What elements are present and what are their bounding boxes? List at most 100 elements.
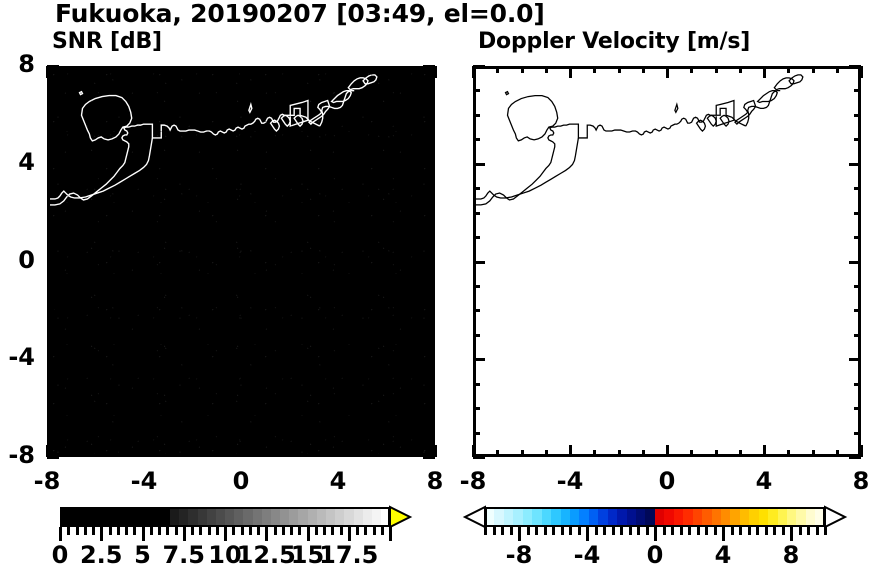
colorbar-tick [348, 527, 351, 541]
colorbar-segment [151, 507, 161, 527]
colorbar-tick [807, 527, 810, 535]
axis-tick [836, 66, 839, 73]
axis-tick [337, 66, 340, 78]
colorbar-tick [298, 527, 301, 535]
axis-tick [428, 285, 435, 288]
axis-tick-label: -8 [33, 467, 61, 495]
colorbar-tick [331, 527, 334, 535]
axis-tick [690, 450, 693, 457]
axis-tick [167, 66, 170, 73]
axis-tick [216, 450, 219, 457]
colorbar-segment [720, 507, 731, 527]
colorbar-tick [356, 527, 359, 535]
axis-tick [473, 89, 480, 92]
colorbar-tick [257, 527, 260, 535]
colorbar-segment [142, 507, 152, 527]
colorbar-tick [274, 527, 277, 535]
colorbar-segment [805, 507, 816, 527]
axis-tick [47, 358, 59, 361]
colorbar-tick [117, 527, 120, 535]
colorbar-segment [683, 507, 693, 527]
colorbar-tick [680, 527, 683, 535]
colorbar-tick [484, 527, 487, 535]
colorbar-tick [569, 527, 572, 535]
colorbar-tick [216, 527, 219, 535]
colorbar-segment [133, 507, 143, 527]
colorbar-tick [646, 527, 649, 535]
axis-tick [428, 236, 435, 239]
colorbar-tick [208, 527, 211, 535]
colorbar-tick [578, 527, 581, 535]
axis-tick [642, 450, 645, 457]
axis-tick [47, 456, 59, 459]
axis-tick [95, 450, 98, 457]
colorbar-tick [150, 527, 153, 535]
axis-tick [47, 187, 54, 190]
colorbar-tick [191, 527, 194, 535]
axis-tick [361, 450, 364, 457]
colorbar-tick [527, 527, 530, 535]
colorbar-segment [298, 507, 308, 527]
colorbar-segment [739, 507, 750, 527]
colorbar-segment [626, 507, 636, 527]
axis-tick [618, 450, 621, 457]
colorbar-tick [100, 527, 103, 541]
axis-tick [216, 66, 219, 73]
axis-tick [739, 450, 742, 457]
colorbar-segment [280, 507, 290, 527]
axis-tick [715, 66, 718, 73]
colorbar-tick [612, 527, 615, 535]
axis-tick [264, 66, 267, 73]
panel-title-snr: SNR [dB] [52, 29, 162, 54]
axis-tick [386, 66, 389, 73]
axis-tick [593, 450, 596, 457]
axis-tick-label: 4 [755, 467, 773, 495]
axis-tick [854, 187, 861, 190]
axis-tick [715, 450, 718, 457]
axis-tick [849, 261, 861, 264]
colorbar-tick [142, 527, 145, 541]
axis-tick [473, 187, 480, 190]
colorbar-tick [249, 527, 252, 535]
axis-tick [473, 138, 480, 141]
colorbar-segment [485, 507, 495, 527]
colorbar-tick [133, 527, 136, 535]
colorbar-segment [289, 507, 299, 527]
axis-tick [739, 66, 742, 73]
axis-tick [473, 456, 485, 459]
colorbar-segment [645, 507, 655, 527]
colorbar-tick [663, 527, 666, 535]
axis-tick [666, 445, 669, 457]
colorbar-tick [518, 527, 521, 541]
colorbar-segment [206, 507, 216, 527]
colorbar-segment [758, 507, 769, 527]
axis-tick [812, 66, 815, 73]
colorbar-tick-label: 15 [290, 541, 325, 569]
colorbar-segment [96, 507, 106, 527]
axis-tick [473, 358, 485, 361]
colorbar-segment [353, 507, 363, 527]
axis-tick [854, 383, 861, 386]
colorbar-segment [522, 507, 533, 527]
colorbar-tick [765, 527, 768, 535]
axis-tick [787, 66, 790, 73]
axis-tick [473, 236, 480, 239]
colorbar-tick [603, 527, 606, 535]
colorbar-tick-label: 5 [134, 541, 151, 569]
axis-tick [428, 138, 435, 141]
axis-tick [143, 445, 146, 457]
doppler-data-field [476, 69, 858, 454]
axis-tick [47, 114, 54, 117]
axis-tick [545, 66, 548, 73]
axis-tick [521, 66, 524, 73]
colorbar-tick [816, 527, 819, 535]
colorbar-segment [654, 507, 665, 527]
colorbar-tick [389, 527, 392, 541]
axis-tick [545, 450, 548, 457]
colorbar-tick [183, 527, 186, 541]
colorbar-segment [243, 507, 253, 527]
colorbar-segment [730, 507, 740, 527]
axis-tick [410, 450, 413, 457]
axis-tick [854, 138, 861, 141]
colorbar-segment [60, 507, 70, 527]
